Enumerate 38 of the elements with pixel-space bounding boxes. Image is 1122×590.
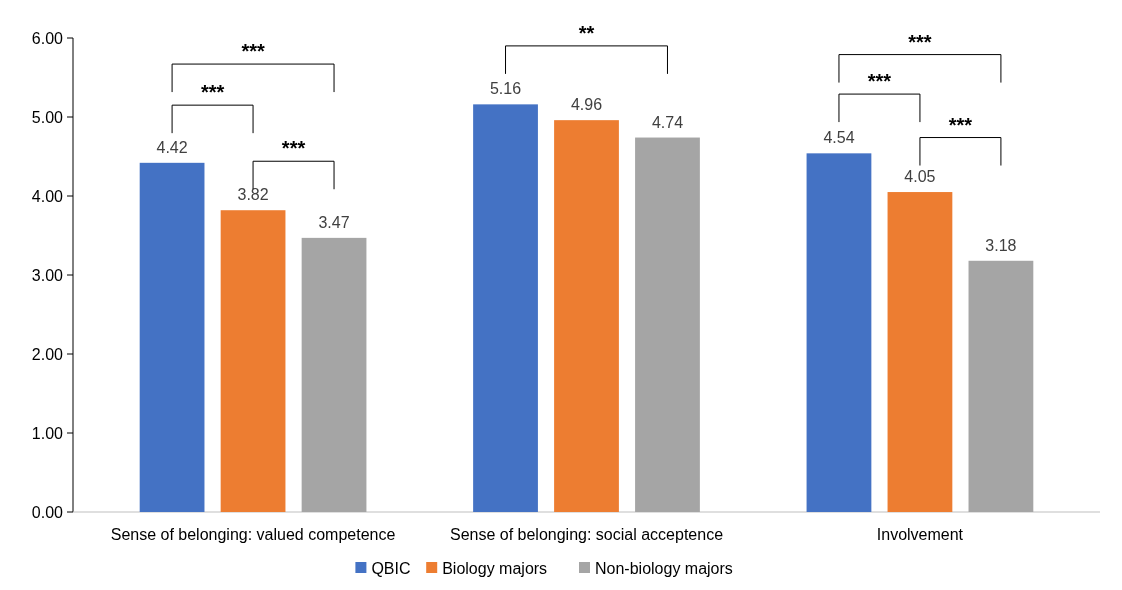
annotation: *** bbox=[867, 70, 892, 93]
y-tick-label: 0.00 bbox=[31, 503, 64, 521]
y-tick-label: 1.00 bbox=[31, 424, 64, 442]
bar bbox=[968, 260, 1034, 512]
data-label: 4.54 bbox=[823, 129, 855, 147]
data-label: 3.18 bbox=[985, 236, 1017, 254]
annotation: *** bbox=[948, 113, 973, 136]
y-tick-label: 2.00 bbox=[31, 345, 64, 363]
bar bbox=[301, 237, 367, 512]
y-tick-label: 3.00 bbox=[31, 266, 64, 284]
data-label: 5.16 bbox=[489, 80, 522, 98]
data-label: 4.74 bbox=[651, 113, 684, 131]
bar bbox=[139, 162, 205, 512]
x-tick-label: Sense of belonging: valued competence bbox=[110, 526, 396, 543]
annotation: *** bbox=[241, 40, 265, 63]
annotation: ** bbox=[578, 21, 595, 44]
data-label: 4.96 bbox=[570, 96, 603, 114]
data-label: 3.82 bbox=[237, 186, 269, 204]
legend-label: Non-biology majors bbox=[595, 559, 733, 577]
y-tick-label: 6.00 bbox=[31, 29, 64, 47]
data-label: 3.47 bbox=[318, 213, 350, 231]
bar bbox=[806, 153, 872, 512]
annotation: *** bbox=[908, 30, 932, 53]
bar bbox=[473, 104, 538, 512]
data-label: 4.42 bbox=[156, 138, 188, 156]
y-tick-label: 4.00 bbox=[31, 187, 64, 205]
bar bbox=[220, 210, 286, 512]
bar bbox=[887, 192, 953, 512]
bar bbox=[554, 120, 619, 512]
legend-label: Biology majors bbox=[442, 559, 548, 577]
y-tick-label: 5.00 bbox=[31, 108, 64, 126]
x-tick-label: Involvement bbox=[876, 526, 964, 543]
bar bbox=[635, 137, 700, 512]
data-label: 4.05 bbox=[904, 168, 936, 186]
legend-label: QBIC bbox=[371, 559, 411, 577]
annotation: *** bbox=[281, 137, 306, 160]
x-tick-label: Sense of belonging: social acceptence bbox=[449, 526, 724, 543]
annotation: *** bbox=[200, 81, 225, 104]
